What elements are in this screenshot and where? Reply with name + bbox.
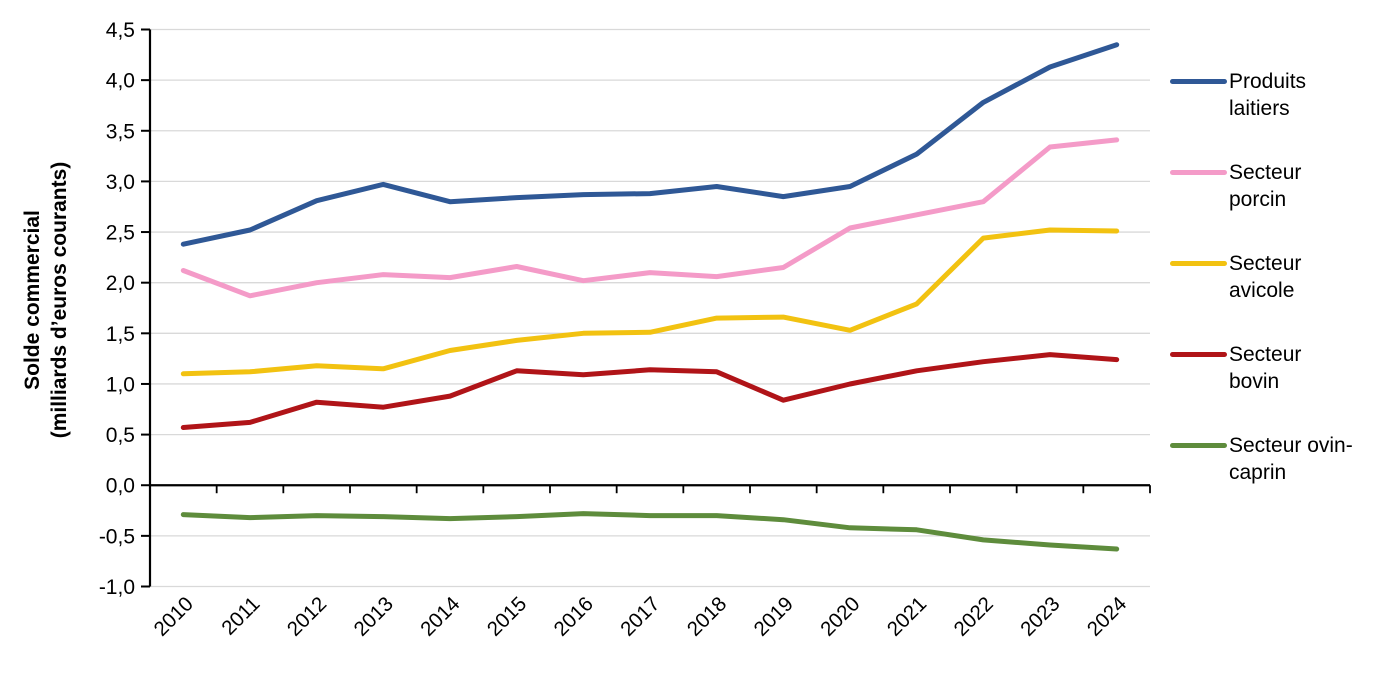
y-tick-label: -1,0 xyxy=(99,576,135,599)
y-tick-label: -0,5 xyxy=(99,525,135,548)
legend-swatch-secteur-porcin xyxy=(1170,170,1227,175)
y-tick-label: 2,0 xyxy=(106,272,135,295)
y-tick-label: 4,5 xyxy=(106,19,135,42)
x-tick-label: 2014 xyxy=(416,592,465,641)
legend-swatch-secteur-bovin xyxy=(1170,352,1227,357)
y-tick-label: 1,5 xyxy=(106,323,135,346)
x-tick-label: 2019 xyxy=(749,592,798,641)
x-tick-label: 2010 xyxy=(149,592,198,641)
y-tick-label: 0,0 xyxy=(106,475,135,498)
legend-label-produits-laitiers: Produits laitiers xyxy=(1229,70,1307,120)
y-axis-title: Solde commercial (milliards d’euros cour… xyxy=(19,84,75,516)
chart-legend: Produits laitiers Secteur porcin Secteur av… xyxy=(1170,68,1385,523)
legend-item-produits-laitiers: Produits laitiers xyxy=(1170,68,1385,122)
x-tick-label: 2015 xyxy=(483,592,532,641)
x-tick-label: 2013 xyxy=(349,592,398,641)
y-tick-label: 4,0 xyxy=(106,70,135,93)
legend-item-secteur-bovin: Secteur bovin xyxy=(1170,341,1385,395)
x-tick-label: 2018 xyxy=(683,592,732,641)
legend-item-secteur-porcin: Secteur porcin xyxy=(1170,159,1385,213)
y-tick-label: 2,5 xyxy=(106,222,135,245)
legend-swatch-secteur-avicole xyxy=(1170,261,1227,266)
y-tick-label: 1,0 xyxy=(106,373,135,396)
series-line-secteur-ovin-caprin xyxy=(180,511,1120,552)
y-tick-label: 3,0 xyxy=(106,171,135,194)
legend-item-secteur-ovin-caprin: Secteur ovin-caprin xyxy=(1170,432,1385,486)
y-tick-label: 3,5 xyxy=(106,120,135,143)
legend-label-secteur-porcin: Secteur porcin xyxy=(1229,161,1302,211)
x-tick-label: 2020 xyxy=(816,592,865,641)
x-tick-label: 2012 xyxy=(283,592,332,641)
legend-label-secteur-bovin: Secteur bovin xyxy=(1229,343,1302,393)
legend-label-secteur-ovin-caprin: Secteur ovin-caprin xyxy=(1229,434,1353,484)
x-tick-label: 2021 xyxy=(883,592,932,641)
series-line-secteur-avicole xyxy=(180,227,1120,377)
legend-swatch-secteur-ovin-caprin xyxy=(1170,443,1227,448)
legend-item-secteur-avicole: Secteur avicole xyxy=(1170,250,1385,304)
series-line-produits-laitiers xyxy=(180,42,1120,247)
y-axis-title-line2: (milliards d’euros courants) xyxy=(48,161,71,439)
x-tick-label: 2023 xyxy=(1016,592,1065,641)
y-axis-title-line1: Solde commercial xyxy=(21,210,44,390)
x-tick-label: 2016 xyxy=(549,592,598,641)
series-line-secteur-porcin xyxy=(180,137,1120,299)
legend-label-secteur-avicole: Secteur avicole xyxy=(1229,252,1302,302)
series-line-secteur-bovin xyxy=(180,352,1120,430)
y-tick-label: 0,5 xyxy=(106,424,135,447)
legend-swatch-produits-laitiers xyxy=(1170,79,1227,84)
x-tick-label: 2017 xyxy=(616,592,665,641)
x-tick-label: 2011 xyxy=(217,592,264,639)
x-tick-label: 2022 xyxy=(949,592,998,641)
x-tick-label: 2024 xyxy=(1083,592,1132,641)
